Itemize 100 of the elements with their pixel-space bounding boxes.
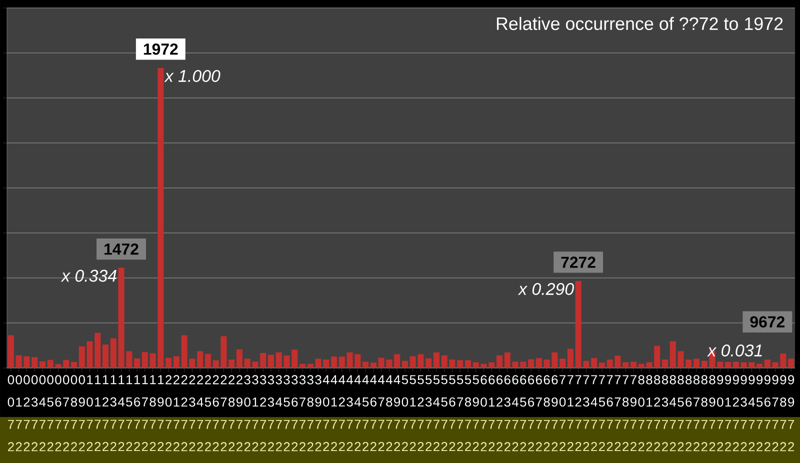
x-tick-label: 1472 xyxy=(118,375,124,452)
x-tick-label: 3772 xyxy=(299,375,306,452)
bar xyxy=(204,354,211,368)
x-tick-label: 4672 xyxy=(370,375,377,452)
x-tick-label: 0172 xyxy=(16,375,22,452)
x-tick-label: 3472 xyxy=(276,375,282,452)
x-tick-label: 8772 xyxy=(693,375,700,452)
bar xyxy=(8,335,14,368)
bar xyxy=(732,362,739,368)
x-tick-label: 1772 xyxy=(142,375,148,452)
x-tick-label: 9372 xyxy=(740,375,747,452)
x-tick-label: 7072 xyxy=(559,375,566,452)
bar xyxy=(725,362,732,368)
x-tick-label: 2872 xyxy=(228,375,235,452)
x-tick-label: 0872 xyxy=(70,375,78,452)
x-tick-label: 1072 xyxy=(86,375,93,452)
bar xyxy=(528,359,534,368)
annotation: x 1.000 xyxy=(164,70,220,82)
bar xyxy=(197,351,204,368)
x-tick-label: 7772 xyxy=(614,375,621,452)
bar xyxy=(433,352,440,368)
x-tick-label: 8072 xyxy=(638,375,644,452)
x-tick-label: 1272 xyxy=(102,375,108,452)
bar xyxy=(591,358,598,368)
bar xyxy=(622,362,629,368)
annotation: 1472 xyxy=(104,243,138,255)
bar xyxy=(300,364,306,368)
x-tick-label: 7972 xyxy=(630,375,636,452)
x-tick-label: 6872 xyxy=(544,375,550,452)
annotation: x 0.334 xyxy=(60,270,116,282)
bar xyxy=(426,358,432,368)
bar xyxy=(268,354,274,368)
x-tick-label: 2172 xyxy=(173,375,180,452)
x-tick-label: 0072 xyxy=(8,375,14,452)
x-tick-label: 4872 xyxy=(386,375,392,452)
x-tick-label: 2272 xyxy=(181,375,188,452)
x-tick-label: 8872 xyxy=(701,375,708,452)
annotation: 9672 xyxy=(750,316,785,328)
annotation: x 0.031 xyxy=(707,344,762,356)
x-tick-label: 3672 xyxy=(292,375,298,452)
x-tick-label: 1572 xyxy=(126,375,132,452)
x-tick-label: 5772 xyxy=(457,375,464,452)
x-tick-label: 9672 xyxy=(764,375,770,452)
x-tick-label: 2772 xyxy=(220,375,227,452)
bar xyxy=(307,364,314,368)
bar xyxy=(260,352,266,368)
bar xyxy=(670,341,676,368)
x-tick-label: 7372 xyxy=(583,375,590,452)
x-tick-label: 9972 xyxy=(788,375,794,452)
bar xyxy=(598,362,605,368)
x-tick-label: 6072 xyxy=(480,375,487,452)
x-tick-label: 6972 xyxy=(552,375,558,452)
bar xyxy=(236,349,242,368)
bar xyxy=(567,348,574,368)
bar xyxy=(630,362,636,368)
x-tick-label: 6272 xyxy=(496,375,503,452)
bar xyxy=(756,364,763,368)
annotation: 1972 xyxy=(144,44,178,55)
x-tick-label: 4472 xyxy=(354,375,361,452)
bar xyxy=(560,358,566,368)
x-tick-label: 5172 xyxy=(410,375,416,452)
bar xyxy=(134,358,140,368)
x-tick-label: 7672 xyxy=(606,375,613,452)
bar xyxy=(78,346,85,368)
x-tick-label: 9872 xyxy=(780,375,786,452)
bar xyxy=(331,356,338,368)
bar xyxy=(362,362,369,368)
x-tick-label: 2472 xyxy=(196,375,204,452)
x-tick-label: 2372 xyxy=(189,375,196,452)
x-tick-label: 0772 xyxy=(63,375,70,452)
bar xyxy=(464,360,471,368)
bar xyxy=(402,360,408,368)
bar xyxy=(102,344,109,368)
bar xyxy=(39,361,46,368)
bar xyxy=(70,362,77,368)
bar xyxy=(228,360,235,368)
x-tick-label: 2072 xyxy=(165,375,172,452)
x-tick-label: 9572 xyxy=(756,375,763,452)
x-tick-label: 7472 xyxy=(590,375,598,452)
bar xyxy=(701,360,708,368)
x-tick-label: 5472 xyxy=(433,375,440,452)
x-tick-label: 4572 xyxy=(362,375,369,452)
x-tick-label: 9272 xyxy=(732,375,739,452)
bar xyxy=(536,358,542,368)
x-tick-label: 0672 xyxy=(55,375,62,452)
x-tick-label: 4972 xyxy=(394,375,400,452)
x-tick-label: 1172 xyxy=(94,375,101,452)
x-tick-label: 1872 xyxy=(150,375,156,452)
x-tick-label: 7872 xyxy=(622,375,629,452)
x-tick-label: 6772 xyxy=(536,375,542,452)
bar xyxy=(457,360,464,368)
x-tick-label: 4272 xyxy=(338,375,346,452)
x-tick-label: 0572 xyxy=(47,375,54,452)
bar xyxy=(110,338,116,368)
x-tick-label: 8472 xyxy=(670,375,676,452)
chart-title: Relative occurrence of ??72 to 1972 xyxy=(496,16,783,30)
x-tick-label: 8272 xyxy=(654,375,660,452)
bar xyxy=(292,350,298,368)
x-tick-label: 0972 xyxy=(78,375,85,452)
x-tick-label: 3072 xyxy=(244,375,250,452)
